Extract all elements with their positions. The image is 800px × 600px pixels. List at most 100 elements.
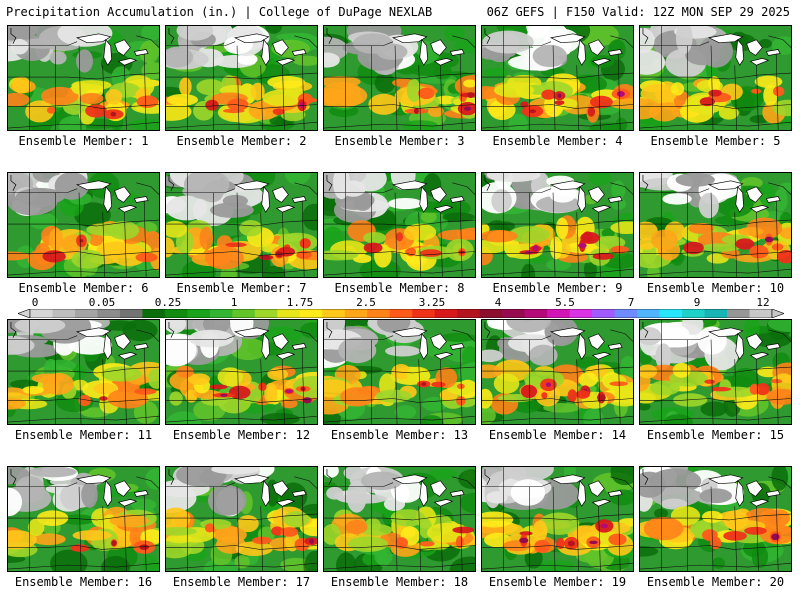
colorbar-swatch <box>142 309 166 318</box>
precipitation-map <box>166 320 317 424</box>
colorbar-swatch <box>614 309 638 318</box>
ensemble-member-label: Ensemble Member: 16 <box>14 575 153 589</box>
precipitation-map <box>166 173 317 277</box>
map-title: Precipitation Accumulation (in.) | Colle… <box>6 5 433 19</box>
ensemble-member-label: Ensemble Member: 4 <box>492 134 623 148</box>
ensemble-member-label: Ensemble Member: 9 <box>492 281 623 295</box>
ensemble-member-map <box>7 466 160 572</box>
ensemble-member-label: Ensemble Member: 18 <box>330 575 469 589</box>
colorbar-swatch <box>74 309 98 318</box>
precipitation-colorbar <box>18 309 784 318</box>
colorbar-swatch <box>502 309 526 318</box>
ensemble-member-label: Ensemble Member: 8 <box>334 281 465 295</box>
colorbar-swatch <box>367 309 391 318</box>
ensemble-member-label: Ensemble Member: 3 <box>334 134 465 148</box>
ensemble-member-map <box>323 319 476 425</box>
precipitation-map <box>8 467 159 571</box>
colorbar-swatch <box>479 309 503 318</box>
colorbar-tick-label: 4 <box>494 296 502 309</box>
precipitation-map <box>482 467 633 571</box>
ensemble-member-map <box>481 172 634 278</box>
colorbar-tick-label: 2.5 <box>356 296 376 309</box>
colorbar-tick-label: 0.05 <box>88 296 116 309</box>
ensemble-member-map <box>7 319 160 425</box>
colorbar-tick-label: 3.25 <box>418 296 446 309</box>
colorbar-swatch <box>704 309 728 318</box>
ensemble-member-map <box>639 25 792 131</box>
colorbar-swatch <box>232 309 256 318</box>
ensemble-member-label: Ensemble Member: 1 <box>18 134 149 148</box>
colorbar-tick-label: 9 <box>693 296 701 309</box>
ensemble-member-map <box>639 172 792 278</box>
colorbar-swatch <box>682 309 706 318</box>
ensemble-member-map <box>481 466 634 572</box>
ensemble-member-map <box>165 172 318 278</box>
precipitation-map <box>324 467 475 571</box>
precipitation-map <box>324 320 475 424</box>
colorbar-tick-label: 0.25 <box>154 296 182 309</box>
run-info: 06Z GEFS | F150 Valid: 12Z MON SEP 29 20… <box>486 5 790 19</box>
ensemble-member-label: Ensemble Member: 19 <box>488 575 627 589</box>
colorbar-swatch <box>322 309 346 318</box>
colorbar-swatch <box>187 309 211 318</box>
colorbar-tick-label: 1.75 <box>286 296 314 309</box>
colorbar-swatch <box>164 309 188 318</box>
precipitation-map <box>166 26 317 130</box>
ensemble-member-map <box>481 319 634 425</box>
ensemble-member-map <box>481 25 634 131</box>
precipitation-map <box>8 320 159 424</box>
colorbar-swatch <box>344 309 368 318</box>
colorbar-tick-label: 5.5 <box>555 296 575 309</box>
colorbar-tick-label: 0 <box>31 296 39 309</box>
header: Precipitation Accumulation (in.) | Colle… <box>0 0 800 24</box>
precipitation-map <box>324 173 475 277</box>
colorbar-swatch <box>434 309 458 318</box>
ensemble-member-label: Ensemble Member: 2 <box>176 134 307 148</box>
ensemble-member-label: Ensemble Member: 13 <box>330 428 469 442</box>
ensemble-member-map <box>165 466 318 572</box>
precipitation-map <box>482 26 633 130</box>
ensemble-member-map <box>7 25 160 131</box>
colorbar-swatch <box>592 309 616 318</box>
colorbar-tick-label: 12 <box>756 296 770 309</box>
ensemble-member-map <box>165 25 318 131</box>
ensemble-member-label: Ensemble Member: 17 <box>172 575 311 589</box>
precipitation-map <box>640 173 791 277</box>
ensemble-member-label: Ensemble Member: 7 <box>176 281 307 295</box>
colorbar-swatch <box>524 309 548 318</box>
colorbar-swatch <box>277 309 301 318</box>
colorbar-swatch <box>209 309 233 318</box>
ensemble-member-label: Ensemble Member: 6 <box>18 281 149 295</box>
precipitation-map <box>8 26 159 130</box>
precipitation-map <box>166 467 317 571</box>
precipitation-map <box>640 467 791 571</box>
colorbar-swatch <box>97 309 121 318</box>
ensemble-member-label: Ensemble Member: 5 <box>650 134 781 148</box>
colorbar-swatch <box>52 309 76 318</box>
colorbar-swatch <box>637 309 661 318</box>
ensemble-member-map <box>323 466 476 572</box>
colorbar-tick-label: 7 <box>627 296 635 309</box>
ensemble-member-label: Ensemble Member: 15 <box>646 428 785 442</box>
colorbar-swatch <box>412 309 436 318</box>
colorbar-swatch <box>727 309 751 318</box>
colorbar-swatch <box>569 309 593 318</box>
precipitation-map <box>482 173 633 277</box>
colorbar-swatch <box>30 309 53 318</box>
colorbar-swatch <box>119 309 143 318</box>
colorbar-tick-label: 1 <box>230 296 238 309</box>
precipitation-map <box>8 173 159 277</box>
ensemble-member-map <box>165 319 318 425</box>
colorbar-swatch <box>299 309 323 318</box>
precipitation-map <box>640 26 791 130</box>
ensemble-member-map <box>7 172 160 278</box>
precipitation-map <box>640 320 791 424</box>
ensemble-member-map <box>639 319 792 425</box>
ensemble-member-label: Ensemble Member: 20 <box>646 575 785 589</box>
colorbar-labels: 0 0.05 0.25 1 1.75 2.5 3.25 4 5.5 7 9 12 <box>0 296 800 309</box>
ensemble-member-map <box>323 25 476 131</box>
ensemble-member-label: Ensemble Member: 10 <box>646 281 785 295</box>
ensemble-member-map <box>323 172 476 278</box>
ensemble-member-map <box>639 466 792 572</box>
ensemble-member-label: Ensemble Member: 14 <box>488 428 627 442</box>
